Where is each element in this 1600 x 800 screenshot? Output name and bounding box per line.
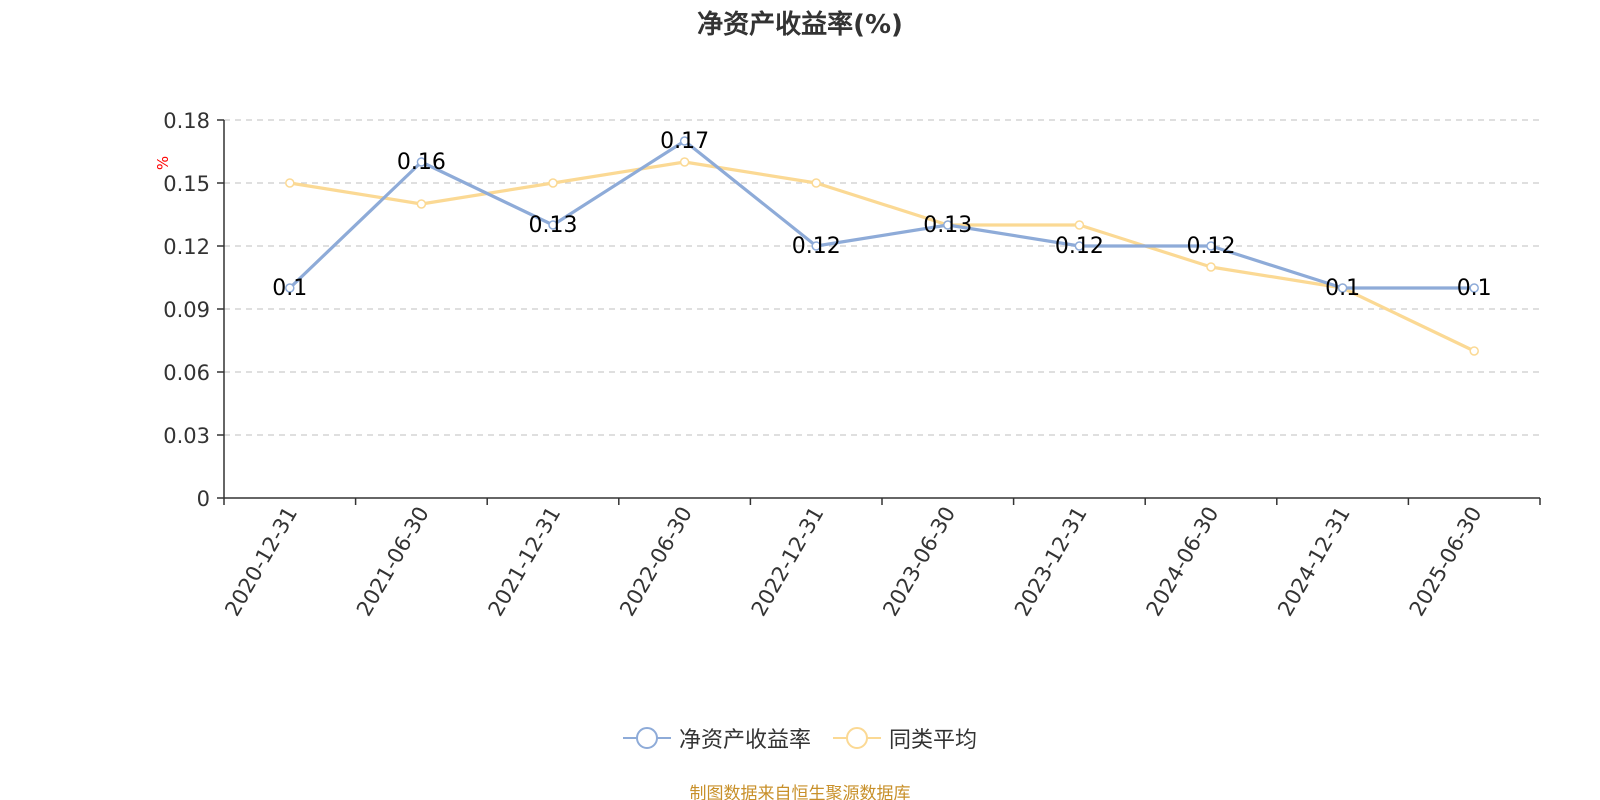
data-point-roe	[1206, 241, 1216, 251]
data-point-peer-average	[679, 157, 690, 167]
source-note: 制图数据来自恒生聚源数据库	[689, 784, 911, 800]
x-tick-label: 2023-06-30	[878, 503, 960, 621]
data-point-peer-average	[1469, 346, 1479, 356]
x-tick-label: 2024-12-31	[1273, 503, 1355, 621]
x-tick-label: 2024-06-30	[1142, 503, 1224, 621]
y-tick-label: 0.06	[163, 361, 210, 385]
y-tick-label: 0.09	[163, 298, 210, 322]
x-tick-label: 2021-06-30	[352, 503, 434, 621]
legend-swatch-roe	[622, 726, 671, 750]
data-point-roe	[679, 136, 690, 146]
legend-label-peer-average: 同类平均	[889, 728, 978, 753]
series-line-roe	[288, 139, 1475, 290]
data-point-roe	[1074, 241, 1085, 251]
x-tick-label: 2020-12-31	[220, 503, 302, 621]
data-label: 0.12	[1187, 234, 1236, 259]
data-point-roe	[416, 157, 427, 167]
data-point-peer-average	[1206, 262, 1216, 272]
chart-title: 净资产收益率(%)	[697, 10, 903, 40]
data-label: 0.1	[1457, 276, 1492, 301]
legend-label-roe: 净资产收益率	[678, 728, 811, 753]
data-point-peer-average	[548, 178, 558, 188]
data-point-peer-average	[1074, 220, 1085, 230]
data-label: 0.1	[1325, 276, 1360, 301]
y-tick-label: 0.12	[163, 235, 210, 259]
data-point-peer-average	[416, 199, 427, 209]
data-label: 0.12	[792, 234, 841, 259]
data-point-roe	[1337, 283, 1348, 293]
data-point-roe	[811, 241, 821, 251]
data-point-peer-average	[811, 178, 821, 188]
legend-item-peer-average[interactable]: 同类平均	[833, 722, 977, 754]
data-label: 0.17	[660, 129, 709, 154]
data-label: 0.12	[1055, 234, 1104, 259]
legend: 净资产收益率 同类平均	[0, 722, 1600, 754]
x-tick-label: 2025-06-30	[1405, 503, 1487, 621]
data-label: 0.16	[397, 150, 446, 175]
data-label: 0.1	[272, 276, 307, 301]
data-point-roe	[1469, 283, 1479, 293]
data-point-roe	[548, 220, 558, 230]
legend-item-roe[interactable]: 净资产收益率	[622, 722, 811, 754]
x-tick-label: 2022-12-31	[747, 503, 829, 621]
data-point-roe	[943, 220, 953, 230]
data-label: 0.13	[923, 213, 972, 238]
y-tick-label: 0.15	[163, 172, 210, 196]
y-tick-label: 0.03	[163, 424, 210, 448]
data-label: 0.13	[529, 213, 578, 238]
data-point-peer-average	[285, 178, 295, 188]
data-point-roe	[285, 283, 295, 293]
y-axis-label: %	[154, 156, 172, 170]
x-tick-label: 2023-12-31	[1010, 503, 1092, 621]
x-tick-label: 2022-06-30	[615, 503, 697, 621]
y-tick-label: 0.18	[163, 109, 210, 133]
legend-swatch-peer-average	[833, 726, 881, 750]
y-tick-label: 0	[197, 487, 210, 511]
series-line-peer-average	[289, 160, 1475, 353]
x-tick-label: 2021-12-31	[484, 503, 566, 621]
